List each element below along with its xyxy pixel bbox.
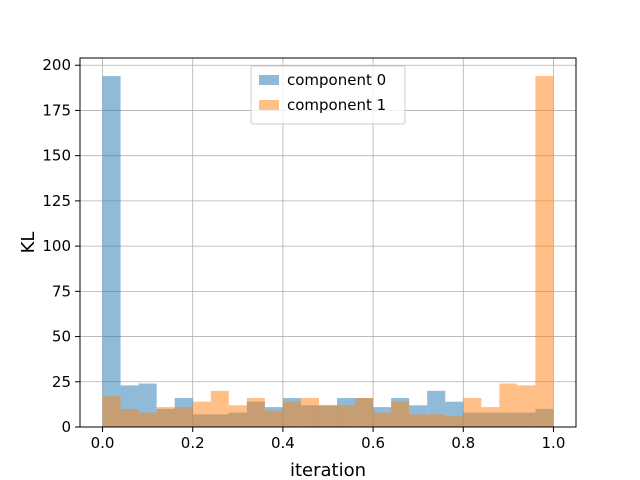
bar-component-1-bin-0 [102, 396, 121, 427]
legend-label: component 1 [287, 96, 386, 114]
x-tick-label: 0.2 [181, 434, 205, 452]
y-axis-label: KL [18, 232, 39, 254]
x-tick-label: 0.0 [91, 434, 115, 452]
bar-component-1-bin-22 [499, 383, 518, 427]
x-tick-label: 0.8 [451, 434, 475, 452]
legend-label: component 0 [287, 71, 386, 89]
x-tick-label: 0.6 [361, 434, 385, 452]
legend: component 0 component 1 [250, 65, 406, 125]
x-axis-label: iteration [290, 460, 366, 480]
bar-component-1-bin-14 [355, 398, 374, 427]
y-tick-label: 50 [52, 328, 71, 346]
bar-component-1-bin-3 [156, 407, 175, 427]
histogram-bars [102, 76, 554, 428]
bar-component-1-bin-1 [120, 408, 139, 427]
y-tick-label: 175 [42, 101, 71, 119]
legend-box [250, 65, 406, 125]
y-tick-label: 200 [42, 56, 71, 74]
bar-component-1-bin-20 [463, 398, 482, 427]
y-tick-label: 0 [61, 418, 71, 436]
bar-component-1-bin-16 [391, 401, 410, 427]
bar-component-0-bin-0 [102, 76, 121, 428]
bar-component-1-bin-2 [138, 412, 157, 427]
y-tick-label: 25 [52, 373, 71, 391]
bar-component-1-bin-10 [282, 401, 301, 427]
x-tick-label: 0.4 [271, 434, 295, 452]
bar-component-1-bin-6 [210, 390, 229, 427]
bar-component-1-bin-7 [228, 405, 247, 427]
bar-component-1-bin-12 [318, 405, 338, 427]
bar-component-1-bin-11 [300, 398, 319, 427]
y-tick-label: 125 [42, 192, 71, 210]
bar-component-1-bin-18 [427, 414, 446, 427]
bar-component-1-bin-15 [373, 412, 392, 427]
bar-component-1-bin-19 [445, 416, 464, 427]
plot-frame [79, 57, 577, 428]
x-tick-label: 1.0 [542, 434, 566, 452]
legend-swatch [259, 100, 279, 110]
bar-component-1-bin-23 [517, 385, 536, 427]
bar-component-1-bin-17 [409, 414, 428, 427]
y-tick-label: 150 [42, 147, 71, 165]
bar-component-1-bin-9 [264, 410, 283, 427]
bar-component-1-bin-5 [192, 401, 211, 427]
legend-swatch [259, 75, 279, 85]
y-tick-label: 100 [42, 237, 71, 255]
axis-ticks: 0.0 0.2 0.4 0.6 0.8 1.0 0 25 50 75 100 125 150 175 200 [42, 56, 565, 452]
y-tick-label: 75 [52, 282, 71, 300]
bar-component-1-bin-8 [246, 398, 265, 427]
bar-component-1-bin-4 [174, 407, 193, 427]
bar-component-1-bin-13 [337, 405, 356, 427]
bar-component-1-bin-21 [481, 407, 500, 427]
bar-component-1-bin-24 [535, 76, 554, 428]
